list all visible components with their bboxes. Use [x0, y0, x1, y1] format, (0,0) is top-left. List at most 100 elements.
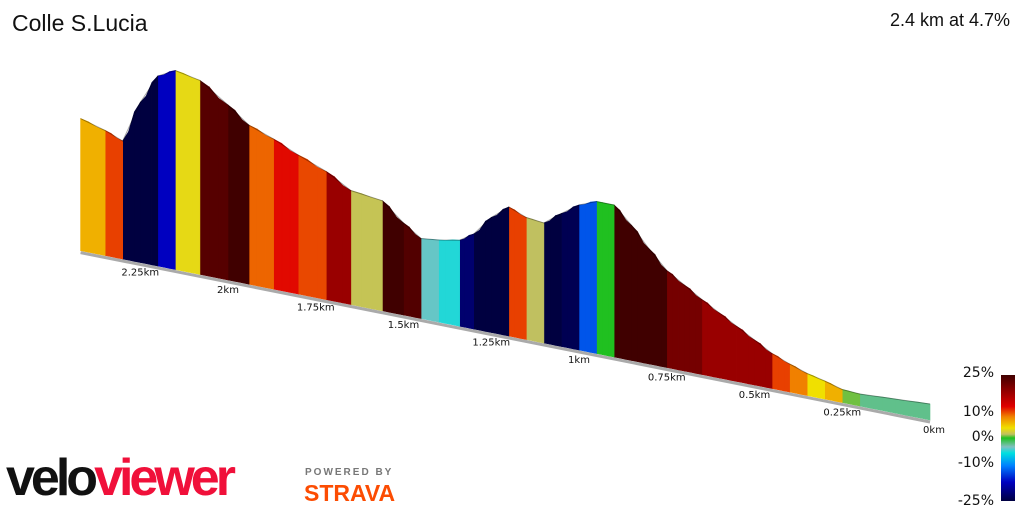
gradient-strip — [234, 109, 243, 284]
gradient-strip — [619, 209, 627, 360]
gradient-strip — [389, 205, 397, 314]
gradient-strip — [643, 242, 650, 365]
x-tick-label: 1.75km — [297, 303, 335, 314]
gradient-strip — [695, 295, 703, 375]
gradient-strip — [631, 224, 638, 363]
gradient-strip — [208, 86, 219, 279]
gradient-strip — [414, 233, 422, 319]
segment-summary: 2.4 km at 4.7% — [889, 10, 1010, 30]
gradient-strip — [859, 393, 872, 409]
gradient-strip — [906, 400, 919, 419]
gradient-strip — [713, 308, 720, 379]
gradient-strip — [806, 373, 814, 398]
gradient-strip — [724, 315, 732, 381]
gradient-strip — [760, 342, 767, 388]
gradient-strip — [654, 253, 662, 367]
gradient-strip — [316, 166, 327, 300]
gradient-strip — [683, 284, 691, 373]
gradient-strip — [157, 74, 164, 268]
gradient-strip — [80, 118, 90, 253]
gradient-strip — [613, 204, 621, 359]
gradient-strip — [783, 360, 790, 393]
logo-velo: velo — [6, 449, 98, 507]
gradient-strip — [795, 366, 802, 395]
gradient-strip — [812, 375, 820, 399]
gradient-strip — [227, 104, 236, 282]
x-tick-label: 2km — [217, 285, 239, 296]
gradient-strip — [566, 206, 574, 350]
gradient-strip — [241, 119, 250, 285]
gradient-strip — [104, 130, 112, 258]
gradient-color-scale — [1001, 375, 1015, 501]
gradient-strip — [871, 395, 884, 412]
gradient-strip — [847, 390, 855, 406]
gradient-strip — [520, 214, 527, 340]
gradient-strip — [116, 137, 123, 260]
gradient-strip — [917, 401, 931, 421]
gradient-strip — [403, 222, 410, 317]
gradient-strip — [841, 389, 849, 405]
gradient-strip — [777, 355, 785, 392]
gradient-strip — [445, 239, 453, 326]
gradient-strip — [134, 101, 141, 263]
gradient-strip — [678, 280, 685, 372]
gradient-strip — [607, 203, 615, 358]
gradient-strip — [666, 269, 673, 370]
gradient-strip — [771, 353, 779, 391]
legend-label-10: 10% — [962, 404, 994, 420]
gradient-strip — [543, 220, 551, 345]
gradient-strip — [139, 95, 147, 265]
logo-viewer: viewer — [94, 449, 236, 507]
gradient-strip — [420, 238, 428, 321]
gradient-strip — [730, 322, 738, 382]
profile-outline — [80, 69, 931, 405]
x-tick-label: 1.5km — [388, 320, 419, 331]
gradient-strip — [625, 219, 632, 361]
legend-label-minus25: -25% — [957, 493, 994, 509]
gradient-strip — [719, 312, 726, 380]
gradient-strip — [199, 79, 210, 277]
gradient-strip — [508, 206, 515, 338]
gradient-strip — [169, 70, 176, 270]
gradient-strip — [248, 124, 258, 287]
gradient-strip — [701, 298, 709, 377]
x-tick-label: 0.25km — [823, 408, 861, 419]
gradient-strip — [110, 132, 118, 259]
gradient-strip — [590, 201, 597, 354]
segment-title: Colle S.Lucia — [12, 10, 148, 36]
gradient-strip — [549, 214, 556, 346]
gradient-strip — [371, 197, 383, 312]
gradient-strip — [572, 204, 580, 351]
gradient-strip — [707, 302, 714, 378]
gradient-strip — [459, 238, 465, 328]
gradient-strip — [555, 213, 562, 347]
gradient-strip — [218, 97, 229, 281]
gradient-strip — [596, 201, 603, 356]
gradient-strip — [128, 111, 135, 262]
gradient-strip — [361, 193, 373, 310]
gradient-strip — [325, 171, 335, 302]
legend-label-25: 25% — [962, 365, 994, 381]
gradient-strip — [490, 214, 498, 335]
legend-label-minus10: -10% — [957, 455, 994, 471]
gradient-strip — [894, 398, 907, 416]
gradient-strip — [256, 128, 266, 288]
gradient-strip — [485, 216, 492, 333]
gradient-strip — [183, 72, 193, 274]
gradient-strip — [479, 220, 486, 332]
gradient-strip — [297, 154, 308, 297]
gradient-strip — [882, 396, 896, 414]
gradient-strip — [96, 126, 106, 256]
gradient-strip — [473, 229, 480, 331]
gradient-strip — [526, 217, 533, 342]
strava-logo: STRAVA — [304, 480, 396, 506]
gradient-strip — [273, 138, 283, 292]
gradient-strip — [754, 339, 761, 387]
gradient-strip — [289, 150, 299, 295]
gradient-strip — [736, 325, 744, 384]
gradient-strip — [672, 273, 679, 371]
x-tick-label: 0.5km — [739, 390, 770, 401]
gradient-strip — [432, 238, 439, 323]
gradient-strip — [438, 239, 446, 324]
